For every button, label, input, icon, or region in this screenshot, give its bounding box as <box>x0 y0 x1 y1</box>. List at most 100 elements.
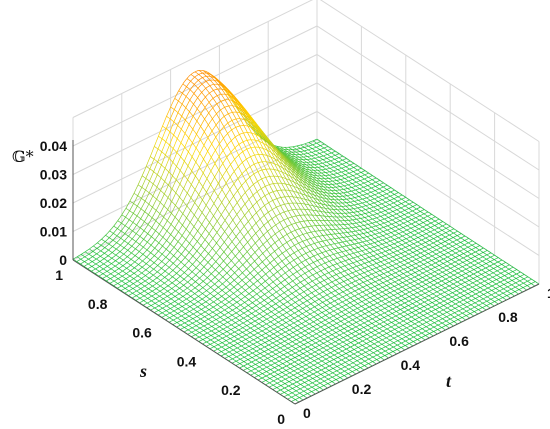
mesh-segment <box>190 180 194 185</box>
mesh-segment <box>218 109 221 112</box>
mesh-segment <box>143 189 146 195</box>
mesh-segment <box>219 244 223 248</box>
mesh-segment <box>234 214 238 218</box>
mesh-segment <box>137 274 141 277</box>
mesh-segment <box>195 97 198 101</box>
mesh-segment <box>305 151 308 154</box>
mesh-segment <box>310 158 314 161</box>
mesh-segment <box>314 142 317 145</box>
mesh-segment <box>191 93 195 97</box>
mesh-segment <box>191 269 195 273</box>
mesh-segment <box>157 202 161 207</box>
mesh-segment <box>119 222 122 227</box>
mesh-segment <box>112 244 115 247</box>
mesh-segment <box>303 169 306 172</box>
mesh-segment <box>303 167 306 170</box>
mesh-segment <box>185 225 189 230</box>
mesh-segment <box>217 143 220 148</box>
mesh-segment <box>297 155 300 158</box>
mesh-segment <box>92 254 95 257</box>
mesh-segment <box>306 159 310 162</box>
mesh-segment <box>295 162 299 165</box>
mesh-segment <box>420 206 423 209</box>
mesh-segment <box>336 157 339 159</box>
mesh-segment <box>344 177 347 179</box>
mesh-segment <box>155 161 159 167</box>
mesh-segment <box>185 281 188 284</box>
mesh-segment <box>310 161 313 164</box>
mesh-segment <box>118 244 121 248</box>
mesh-segment <box>83 251 86 254</box>
mesh-segment <box>318 141 321 143</box>
mesh-segment <box>183 96 187 101</box>
mesh-segment <box>257 179 260 182</box>
mesh-segment <box>233 168 237 172</box>
mesh-segment <box>327 149 330 151</box>
mesh-segment <box>343 188 346 190</box>
mesh-segment <box>442 221 445 223</box>
mesh-segment <box>149 163 153 170</box>
mesh-segment <box>181 251 184 255</box>
mesh-segment <box>214 232 218 236</box>
mesh-segment <box>199 260 203 264</box>
mesh-segment <box>130 230 133 234</box>
mesh-segment <box>359 191 362 193</box>
mesh-segment <box>152 247 155 251</box>
mesh-segment <box>327 167 331 170</box>
mesh-segment <box>127 275 131 278</box>
mesh-segment <box>201 158 204 164</box>
mesh-segment <box>115 258 118 261</box>
mesh-segment <box>490 252 493 255</box>
mesh-segment <box>340 155 344 158</box>
mesh-segment <box>242 203 246 207</box>
mesh-segment <box>207 210 211 215</box>
mesh-segment <box>202 182 206 187</box>
mesh-segment <box>349 183 353 185</box>
mesh-segment <box>245 120 249 125</box>
mesh-segment <box>222 173 225 177</box>
mesh-segment <box>256 200 260 203</box>
mesh-segment <box>156 194 159 200</box>
mesh-segment <box>331 148 334 151</box>
mesh-segment <box>187 111 190 116</box>
mesh-segment <box>373 186 376 188</box>
mesh-segment <box>205 262 209 265</box>
mesh-segment <box>174 224 178 229</box>
mesh-segment <box>309 150 313 153</box>
mesh-segment <box>125 250 128 253</box>
mesh-segment <box>183 277 187 280</box>
mesh-segment <box>351 186 354 188</box>
mesh-segment <box>187 233 191 237</box>
mesh-segment <box>98 250 101 253</box>
mesh-segment <box>288 156 291 158</box>
mesh-segment <box>229 97 232 101</box>
mesh-segment <box>217 94 220 96</box>
mesh-segment <box>198 203 201 208</box>
mesh-segment <box>120 235 123 239</box>
mesh-segment <box>194 198 198 203</box>
mesh-segment <box>213 124 217 129</box>
mesh-segment <box>198 78 201 81</box>
mesh-segment <box>217 205 220 210</box>
mesh-segment <box>84 255 88 258</box>
mesh-segment <box>177 238 181 242</box>
mesh-segment <box>200 122 203 127</box>
mesh-segment <box>89 247 92 250</box>
mesh-segment <box>101 268 104 271</box>
mesh-segment <box>357 184 361 186</box>
mesh-segment <box>133 241 137 245</box>
mesh-segment <box>204 255 207 259</box>
mesh-segment <box>166 237 169 241</box>
mesh-segment <box>181 232 185 236</box>
mesh-segment <box>309 171 312 174</box>
mesh-segment <box>142 211 146 216</box>
mesh-segment <box>413 201 416 204</box>
mesh-segment <box>233 103 236 107</box>
mesh-segment <box>192 253 196 257</box>
mesh-segment <box>84 250 88 253</box>
mesh-segment <box>287 157 291 160</box>
mesh-segment <box>130 263 133 266</box>
mesh-segment <box>376 188 380 191</box>
mesh-segment <box>296 161 299 164</box>
